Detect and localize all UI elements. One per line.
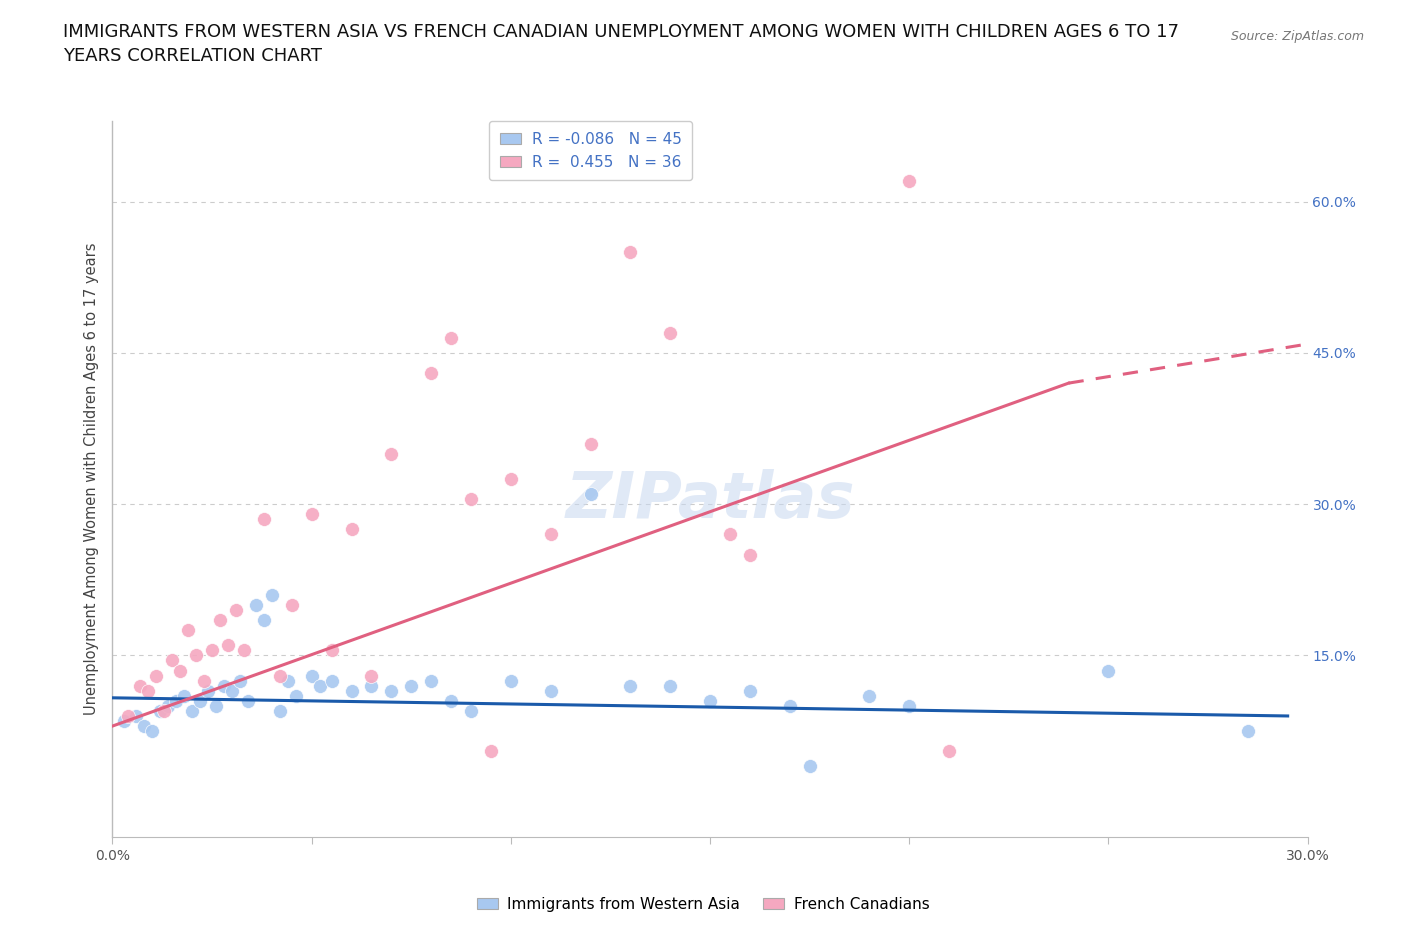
Point [260, 588, 283, 603]
Point [245, 598, 267, 613]
Point [233, 643, 256, 658]
Point [269, 668, 291, 683]
Point [236, 694, 259, 709]
Point [162, 653, 183, 668]
Point [898, 174, 921, 189]
Point [779, 698, 801, 713]
Point [141, 724, 163, 738]
Point [134, 719, 156, 734]
Point [186, 648, 208, 663]
Point [799, 759, 821, 774]
Point [401, 678, 423, 693]
Point [284, 688, 307, 703]
Point [145, 668, 167, 683]
Point [321, 643, 343, 658]
Point [938, 744, 960, 759]
Point [221, 684, 243, 698]
Point [499, 472, 522, 486]
Point [380, 446, 402, 461]
Point [540, 527, 562, 542]
Point [540, 684, 562, 698]
Point [301, 668, 323, 683]
Point [165, 694, 187, 709]
Point [460, 703, 482, 718]
Y-axis label: Unemployment Among Women with Children Ages 6 to 17 years: Unemployment Among Women with Children A… [84, 243, 100, 715]
Point [253, 512, 276, 526]
Point [460, 492, 482, 507]
Point [340, 522, 363, 537]
Point [114, 713, 135, 728]
Text: IMMIGRANTS FROM WESTERN ASIA VS FRENCH CANADIAN UNEMPLOYMENT AMONG WOMEN WITH CH: IMMIGRANTS FROM WESTERN ASIA VS FRENCH C… [63, 23, 1180, 65]
Point [420, 673, 443, 688]
Point [281, 598, 304, 613]
Point [177, 623, 200, 638]
Point [301, 507, 323, 522]
Point [129, 678, 152, 693]
Point [579, 486, 602, 501]
Point [898, 698, 921, 713]
Point [173, 688, 195, 703]
Point [499, 673, 522, 688]
Point [205, 698, 228, 713]
Point [360, 678, 382, 693]
Point [229, 673, 252, 688]
Point [138, 684, 160, 698]
Point [117, 709, 139, 724]
Point [619, 678, 641, 693]
Point [212, 678, 235, 693]
Point [479, 744, 502, 759]
Point [277, 673, 299, 688]
Point [380, 684, 402, 698]
Point [197, 684, 219, 698]
Point [181, 703, 204, 718]
Point [308, 678, 330, 693]
Point [718, 527, 741, 542]
Point [340, 684, 363, 698]
Legend: Immigrants from Western Asia, French Canadians: Immigrants from Western Asia, French Can… [471, 891, 935, 918]
Point [157, 698, 180, 713]
Text: ZIPatlas: ZIPatlas [565, 470, 855, 531]
Point [321, 673, 343, 688]
Point [253, 613, 276, 628]
Point [153, 703, 176, 718]
Point [738, 684, 761, 698]
Point [440, 694, 463, 709]
Point [201, 643, 224, 658]
Text: Source: ZipAtlas.com: Source: ZipAtlas.com [1230, 30, 1364, 43]
Point [169, 663, 191, 678]
Point [217, 638, 239, 653]
Point [699, 694, 721, 709]
Point [659, 678, 682, 693]
Point [420, 365, 443, 380]
Point [579, 436, 602, 451]
Point [440, 330, 463, 345]
Point [149, 703, 172, 718]
Point [193, 673, 215, 688]
Point [225, 603, 247, 618]
Point [360, 668, 382, 683]
Point [209, 613, 232, 628]
Point [858, 688, 880, 703]
Point [619, 245, 641, 259]
Point [738, 547, 761, 562]
Point [269, 703, 291, 718]
Point [1097, 663, 1119, 678]
Point [1237, 724, 1260, 738]
Point [125, 709, 148, 724]
Legend: R = -0.086   N = 45, R =  0.455   N = 36: R = -0.086 N = 45, R = 0.455 N = 36 [489, 122, 692, 180]
Point [188, 694, 211, 709]
Point [659, 326, 682, 340]
